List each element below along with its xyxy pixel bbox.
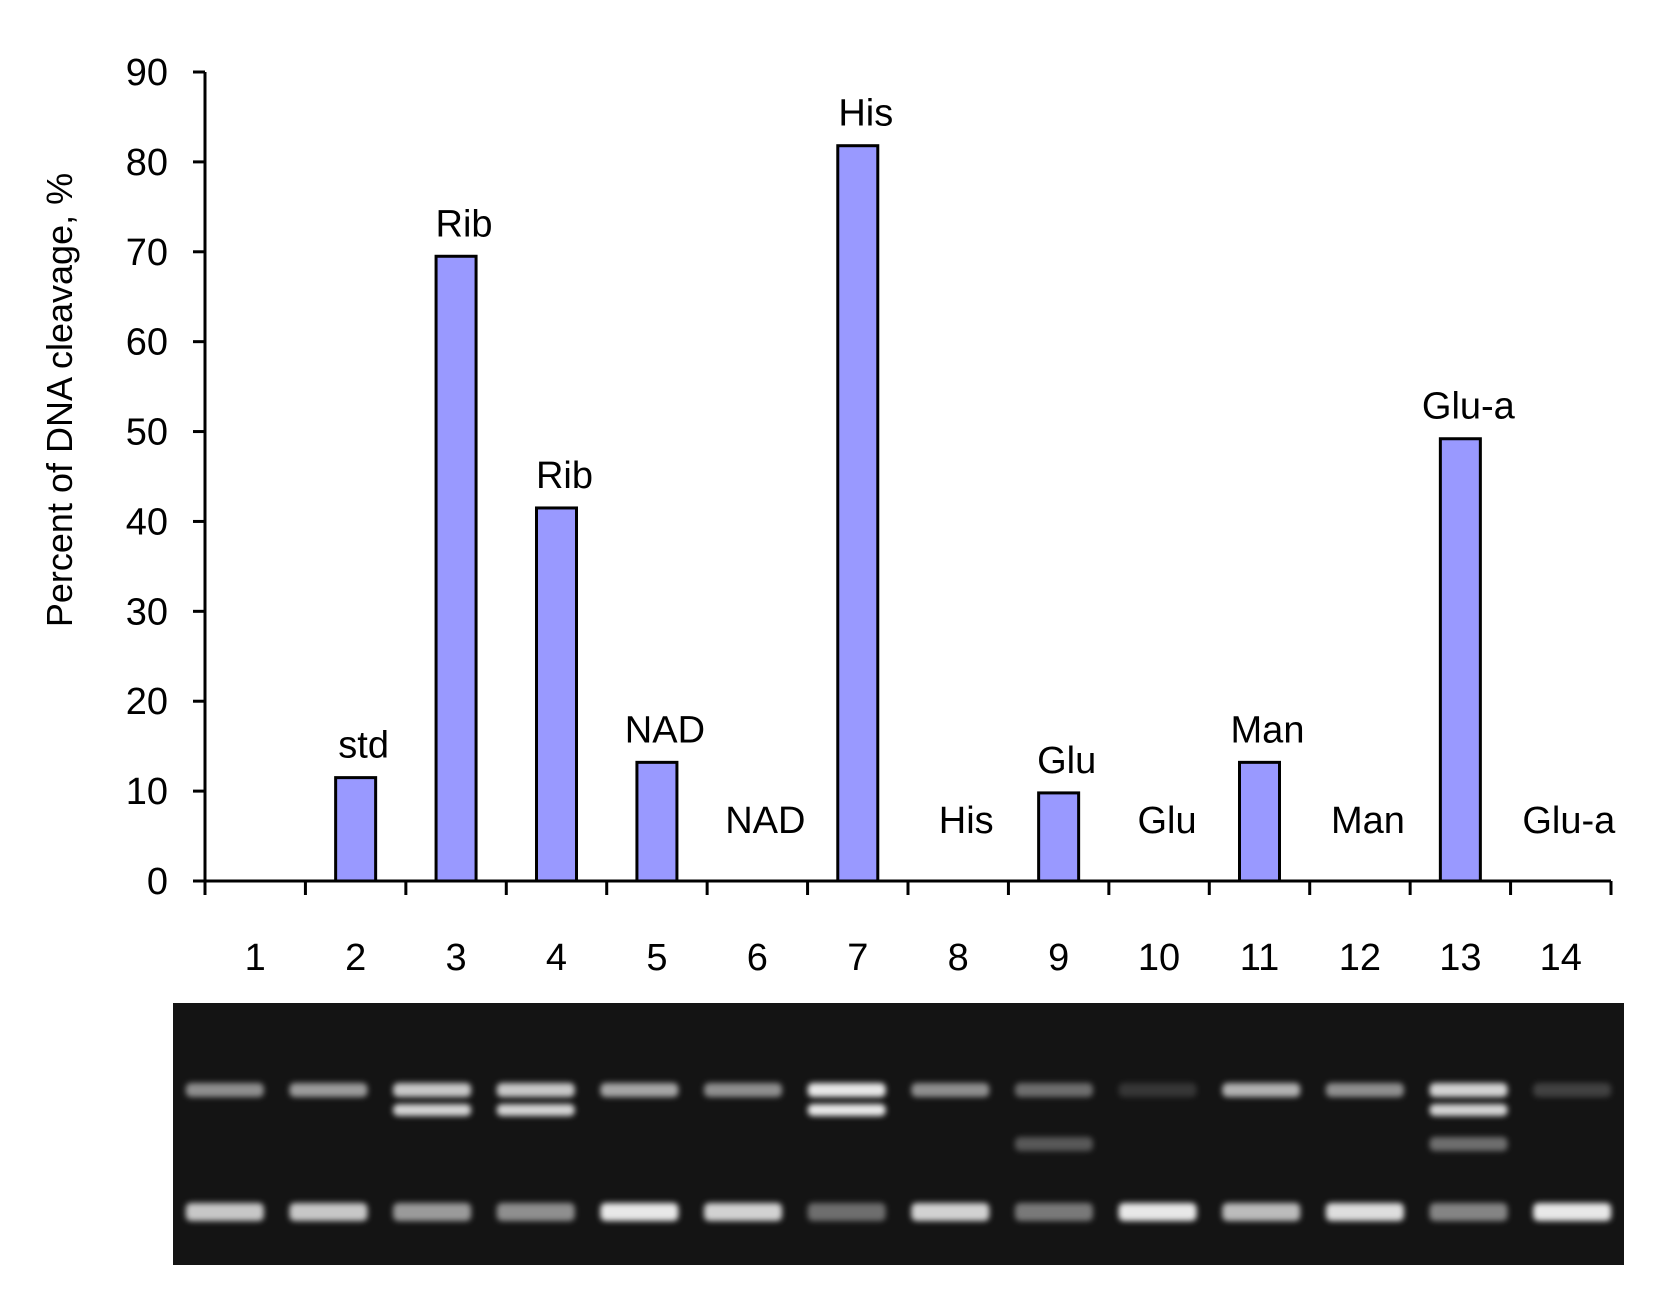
bar-annotation-label: Man	[1231, 709, 1305, 751]
bar-annotation-label: Glu	[1037, 740, 1096, 782]
x-tick-label: 3	[446, 937, 467, 979]
gel-band-lower	[600, 1203, 679, 1221]
y-tick-label: 30	[126, 591, 168, 633]
x-tick-label: 10	[1138, 937, 1180, 979]
bar-labels: std Rib Rib NAD NAD His His Glu Glu Man Man Glu-a Gl…	[338, 93, 1616, 842]
bars	[334, 144, 1482, 883]
gel-band-lower	[807, 1203, 886, 1221]
gel-band-supercoiled-upper	[1325, 1083, 1404, 1097]
y-ticks: 0 10 20 30 40 50 60 70 80 90	[126, 52, 205, 903]
gel-band-supercoiled-upper	[185, 1083, 264, 1097]
x-tick-label: 5	[646, 937, 667, 979]
bar-chart: 0 10 20 30 40 50 60 70 80 90 Percent of DNA cleav…	[39, 52, 1616, 979]
bar-annotation-label: Glu	[1138, 800, 1197, 842]
y-tick-label: 50	[126, 412, 168, 454]
gel-band-supercoiled-upper	[496, 1083, 575, 1097]
gel-band-nicked	[1429, 1104, 1508, 1116]
y-axis-label: Percent of DNA cleavage, %	[39, 173, 80, 627]
x-tick-label: 9	[1048, 937, 1069, 979]
gel-band-supercoiled-upper	[911, 1083, 990, 1097]
bar-annotation-label: Rib	[536, 455, 593, 497]
gel-band-supercoiled-upper	[807, 1083, 886, 1097]
gel-band-lower	[496, 1203, 575, 1221]
y-tick-label: 0	[147, 861, 168, 903]
x-tick-label: 14	[1540, 937, 1582, 979]
y-tick-label: 90	[126, 52, 168, 94]
gel-band-lower	[289, 1203, 368, 1221]
bar-annotation-label: Rib	[436, 203, 493, 245]
x-tick-label: 6	[747, 937, 768, 979]
gel-band-lower	[1325, 1203, 1404, 1221]
y-tick-label: 20	[126, 681, 168, 723]
y-tick-label: 40	[126, 501, 168, 543]
gel-band-lower	[1118, 1203, 1197, 1221]
bar-annotation-label: NAD	[625, 709, 705, 751]
gel-band-supercoiled-upper	[1118, 1083, 1197, 1097]
bar	[334, 776, 378, 883]
gel-band-lower	[393, 1203, 472, 1221]
bar	[1238, 760, 1281, 883]
gel-band-nicked	[807, 1104, 886, 1116]
bar-annotation-label: NAD	[725, 800, 805, 842]
bar	[836, 144, 880, 883]
gel-band-lower	[704, 1203, 783, 1221]
y-axis: 0 10 20 30 40 50 60 70 80 90 Percent of DNA cleav…	[39, 52, 207, 903]
bar	[1037, 791, 1081, 883]
gel-band-supercoiled-upper	[1014, 1083, 1093, 1097]
gel-band-supercoiled-upper	[393, 1083, 472, 1097]
bar	[535, 506, 578, 883]
gel-band-supercoiled-upper	[1533, 1083, 1612, 1097]
x-tick-label: 8	[948, 937, 969, 979]
gel-band-lower	[1533, 1203, 1612, 1221]
x-tick-label: 4	[546, 937, 567, 979]
bar-annotation-label: His	[838, 93, 893, 135]
bar	[635, 760, 679, 883]
gel-band-middle	[1429, 1137, 1508, 1151]
bar	[1438, 437, 1482, 883]
gel-band-supercoiled-upper	[289, 1083, 368, 1097]
bar-annotation-label: His	[939, 800, 994, 842]
bar	[434, 254, 478, 883]
x-tick-label: 1	[245, 937, 266, 979]
gel-band-lower	[1222, 1203, 1301, 1221]
x-tick-label: 2	[345, 937, 366, 979]
gel-band-lower	[185, 1203, 264, 1221]
y-tick-label: 10	[126, 771, 168, 813]
gel-band-lower	[911, 1203, 990, 1221]
gel-background	[173, 1003, 1624, 1265]
x-ticks: 1 2 3 4 5 6 7 8 9 10 11 12 13 14	[203, 881, 1613, 979]
gel-lanes	[185, 1083, 1612, 1221]
bar-annotation-label: Man	[1331, 800, 1405, 842]
gel-band-nicked	[496, 1104, 575, 1116]
gel-band-supercoiled-upper	[1429, 1083, 1508, 1097]
bar-annotation-label: Glu-a	[1422, 386, 1516, 428]
gel-band-supercoiled-upper	[1222, 1083, 1301, 1097]
x-tick-label: 13	[1439, 937, 1481, 979]
gel-band-lower	[1014, 1203, 1093, 1221]
y-tick-label: 70	[126, 232, 168, 274]
bar-annotation-label: std	[338, 725, 389, 767]
x-tick-label: 11	[1240, 937, 1279, 979]
x-tick-label: 7	[847, 937, 868, 979]
gel-band-supercoiled-upper	[600, 1083, 679, 1097]
gel-band-lower	[1429, 1203, 1508, 1221]
bar-annotation-label: Glu-a	[1522, 800, 1616, 842]
gel-electrophoresis-image	[173, 1003, 1624, 1265]
y-tick-label: 60	[126, 322, 168, 364]
gel-band-middle	[1014, 1137, 1093, 1151]
y-tick-label: 80	[126, 142, 168, 184]
gel-band-nicked	[393, 1104, 472, 1116]
gel-band-supercoiled-upper	[704, 1083, 783, 1097]
x-tick-label: 12	[1339, 937, 1381, 979]
